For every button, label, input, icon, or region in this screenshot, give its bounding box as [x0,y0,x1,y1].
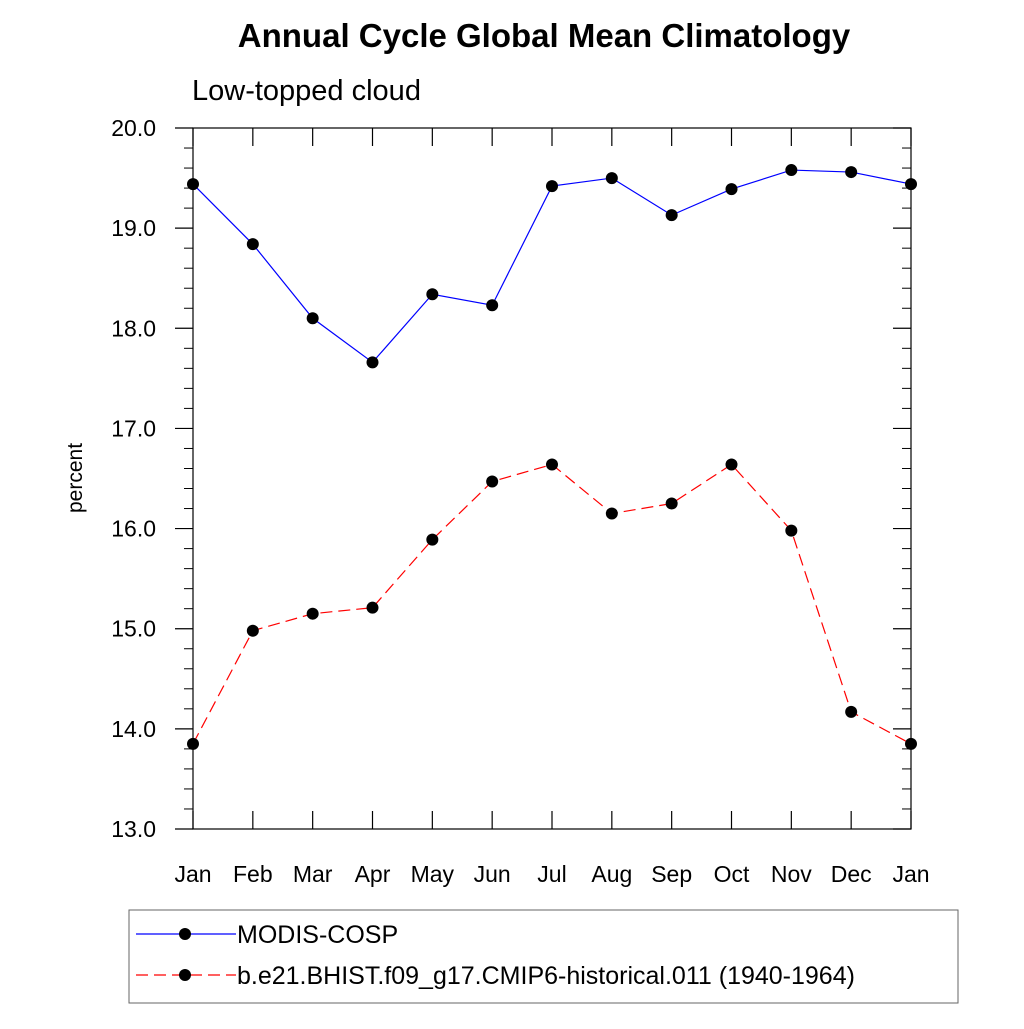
y-tick-label: 19.0 [111,215,156,241]
chart-title: Annual Cycle Global Mean Climatology [238,17,851,54]
series-1-point [187,737,199,750]
x-tick-label: Apr [355,861,391,887]
series-1-point [306,607,319,620]
legend-marker-0 [179,928,191,940]
y-tick-label: 16.0 [111,516,156,542]
series-1-point [546,458,558,471]
x-tick-label: Oct [714,861,750,887]
y-tick-label: 15.0 [111,616,156,642]
legend-label-1: b.e21.BHIST.f09_g17.CMIP6-historical.011… [237,962,855,990]
legend-box [128,909,959,1004]
x-tick-label: Sep [651,861,692,887]
x-tick-label: Feb [233,861,273,887]
series-0-point [366,356,379,369]
series-1-point [665,497,678,510]
series-0-point [187,178,199,191]
x-tick-label: Jan [892,861,929,887]
series-1-point [785,524,798,537]
x-tick-label: Jan [174,861,211,887]
series-1-point [366,601,379,614]
legend-label-0: MODIS-COSP [237,921,398,949]
x-tick-label: Jul [537,861,566,887]
series-0-point [306,312,319,325]
series-0-point [605,172,618,185]
x-tick-label: Jun [474,861,511,887]
series-1-point [725,458,738,471]
series-1-point [605,507,618,520]
legend: MODIS-COSP b.e21.BHIST.f09_g17.CMIP6-hist… [128,909,959,1004]
y-tick-label: 18.0 [111,315,156,341]
x-tick-label: Nov [771,861,812,887]
series-0-point [426,288,439,301]
y-tick-label: 20.0 [111,115,156,141]
series-1-point [246,624,259,637]
series-line-0 [192,169,912,364]
y-tick-label: 17.0 [111,415,156,441]
x-tick-label: Mar [293,861,333,887]
series-1-point [845,705,858,718]
x-tick-label: May [411,861,455,887]
series-0-point [905,178,917,191]
series-0-point [725,183,738,196]
series-0-point [486,299,499,312]
series-0-point [246,238,259,251]
series-0-point [845,166,858,179]
y-tick-label: 14.0 [111,716,156,742]
series-0-point [785,164,798,177]
y-axis-label: percent [64,443,87,513]
series-1-point [486,475,499,488]
x-tick-label: Aug [591,861,632,887]
y-tick-label: 13.0 [111,816,156,842]
series-0-point [665,209,678,222]
series-0-point [546,180,558,193]
plot-area: Jan Feb Mar Apr May Jun Jul Aug Sep Oct Nov Dec Jan 1… [111,115,929,887]
series-1-point [905,737,917,750]
series-1-point [426,533,439,546]
series-line-1 [192,463,912,745]
x-tick-label: Dec [831,861,872,887]
plot-frame [192,127,912,830]
chart-subtitle: Low-topped cloud [192,75,421,107]
legend-marker-1 [179,969,191,981]
